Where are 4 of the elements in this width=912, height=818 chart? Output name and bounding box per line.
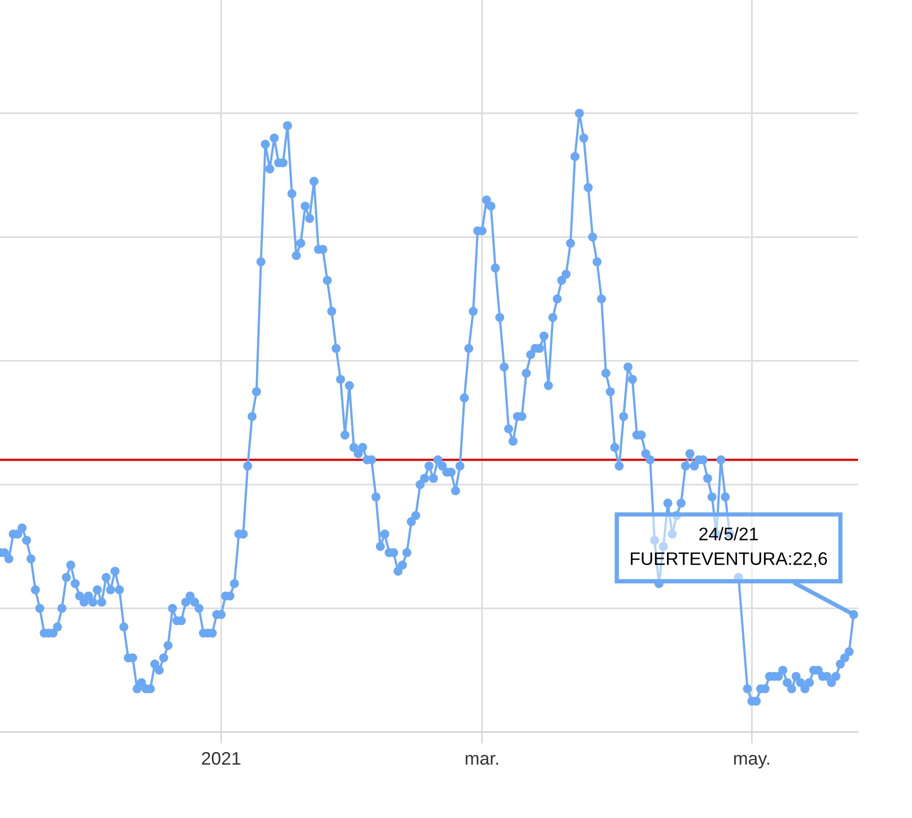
x-tick-label: 2021 bbox=[202, 752, 240, 765]
x-tick-label: may. bbox=[734, 754, 770, 768]
annotation: 24/5/21 FUERTEVENTURA:22,6 bbox=[630, 527, 827, 568]
x-tick-label: mar. bbox=[466, 754, 498, 765]
